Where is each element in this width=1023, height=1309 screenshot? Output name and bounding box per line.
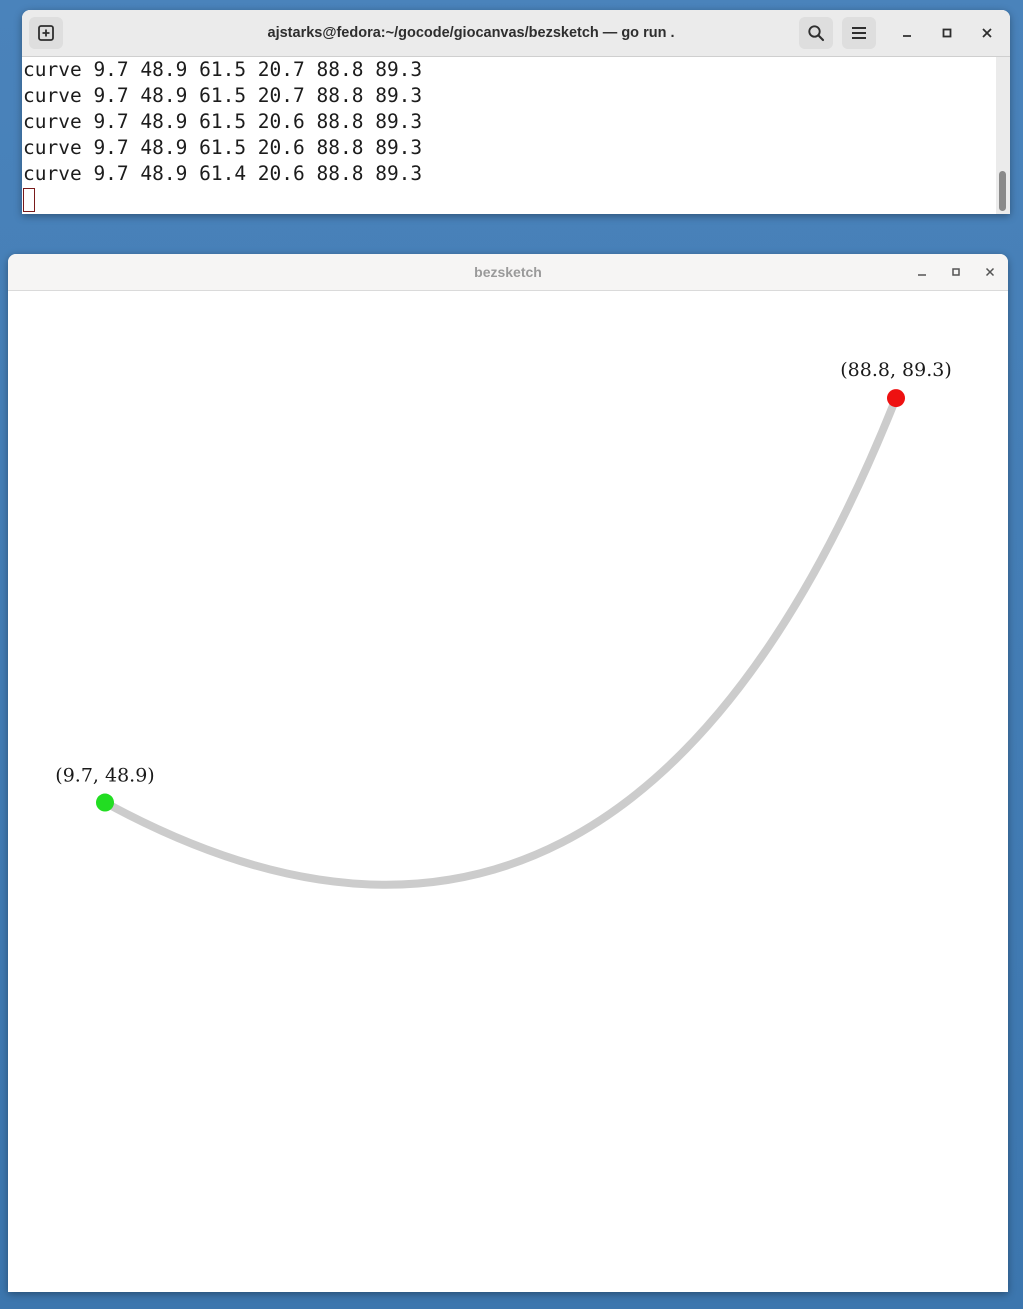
minimize-icon (918, 274, 926, 276)
start-point-handle[interactable] (96, 793, 114, 812)
terminal-header-bar[interactable]: ajstarks@fedora:~/gocode/giocanvas/bezsk… (22, 10, 1010, 57)
bezsketch-close-button[interactable] (978, 260, 1002, 284)
terminal-line: curve 9.7 48.9 61.5 20.6 88.8 89.3 (23, 110, 423, 133)
terminal-scrollbar-thumb[interactable] (999, 171, 1006, 211)
sketch-canvas[interactable]: (9.7, 48.9) (88.8, 89.3) (8, 291, 1008, 1292)
terminal-maximize-button[interactable] (935, 21, 959, 45)
close-icon (982, 28, 992, 38)
bezsketch-header-bar[interactable]: bezsketch (8, 254, 1008, 291)
terminal-line: curve 9.7 48.9 61.4 20.6 88.8 89.3 (23, 162, 423, 185)
terminal-output[interactable]: curve 9.7 48.9 61.5 20.7 88.8 89.3 curve… (22, 57, 996, 214)
search-icon (808, 25, 825, 42)
terminal-line: curve 9.7 48.9 61.5 20.7 88.8 89.3 (23, 84, 423, 107)
bezsketch-minimize-button[interactable] (910, 260, 934, 284)
terminal-line: curve 9.7 48.9 61.5 20.7 88.8 89.3 (23, 58, 423, 81)
hamburger-menu-icon (852, 27, 866, 39)
terminal-title: ajstarks@fedora:~/gocode/giocanvas/bezsk… (267, 25, 675, 41)
bezsketch-title: bezsketch (474, 264, 542, 280)
terminal-cursor (23, 188, 35, 212)
maximize-icon (942, 28, 952, 38)
new-tab-button[interactable] (29, 17, 63, 49)
terminal-minimize-button[interactable] (895, 21, 919, 45)
terminal-close-button[interactable] (975, 21, 999, 45)
terminal-scrollbar[interactable] (996, 57, 1010, 214)
end-point-label: (88.8, 89.3) (840, 359, 952, 381)
bezsketch-window[interactable]: bezsketch (8, 254, 1008, 1292)
terminal-window[interactable]: ajstarks@fedora:~/gocode/giocanvas/bezsk… (22, 10, 1010, 214)
new-tab-icon (38, 25, 54, 41)
bezsketch-maximize-button[interactable] (944, 260, 968, 284)
bezier-curve (101, 394, 900, 889)
search-button[interactable] (799, 17, 833, 49)
start-point-label: (9.7, 48.9) (55, 765, 154, 787)
close-icon (985, 267, 995, 277)
end-point-handle[interactable] (887, 389, 905, 408)
minimize-icon (903, 35, 911, 37)
terminal-line: curve 9.7 48.9 61.5 20.6 88.8 89.3 (23, 136, 423, 159)
sketch-svg[interactable]: (9.7, 48.9) (88.8, 89.3) (8, 291, 1008, 1292)
maximize-icon (952, 268, 960, 276)
menu-button[interactable] (842, 17, 876, 49)
